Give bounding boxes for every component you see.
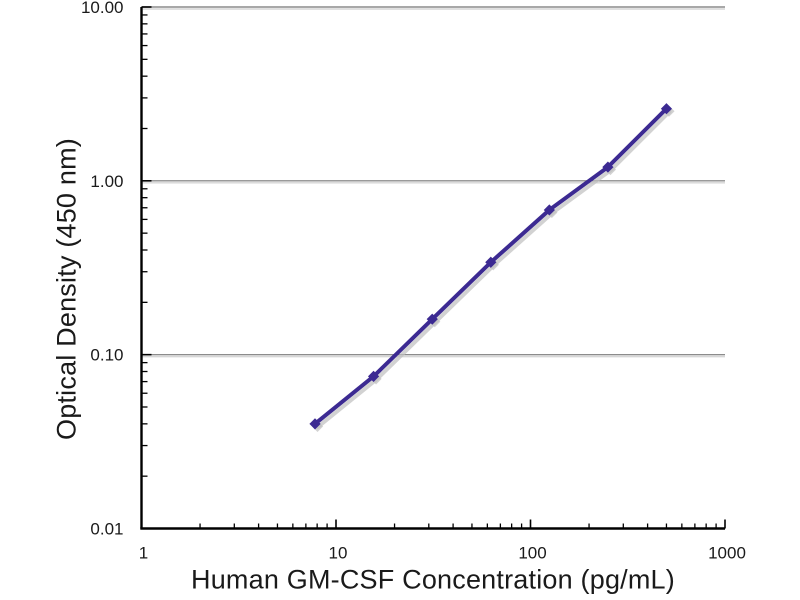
data-point-marker [660, 103, 673, 115]
x-tick-label: 100 [518, 544, 546, 563]
x-tick-label: 1 [139, 544, 148, 563]
data-point-marker [367, 370, 380, 382]
y-tick-label: 0.01 [90, 520, 123, 539]
data-point-marker [543, 204, 555, 216]
data-point-marker [602, 161, 614, 173]
y-tick-label: 10.00 [81, 0, 124, 17]
x-axis-title: Human GM-CSF Concentration (pg/mL) [191, 564, 675, 595]
y-tick-label: 1.00 [90, 172, 123, 191]
x-tick-label: 1000 [708, 544, 746, 563]
y-tick-label: 0.10 [90, 346, 123, 365]
y-axis-title: Optical Density (450 nm) [51, 138, 82, 440]
data-point-marker [426, 313, 438, 325]
data-point-marker [485, 256, 497, 268]
data-point-marker [309, 418, 321, 430]
x-tick-label: 10 [329, 544, 348, 563]
